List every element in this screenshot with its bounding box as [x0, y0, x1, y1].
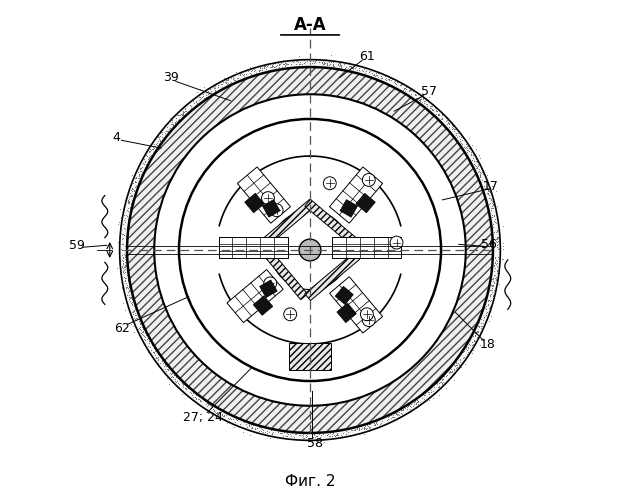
Circle shape: [324, 177, 336, 190]
Text: 18: 18: [480, 338, 496, 351]
Text: 27; 24: 27; 24: [183, 410, 223, 424]
Circle shape: [360, 308, 373, 320]
Circle shape: [127, 67, 493, 433]
Polygon shape: [356, 194, 375, 213]
Text: 39: 39: [162, 72, 179, 85]
Text: Фиг. 2: Фиг. 2: [285, 474, 335, 489]
Text: 57: 57: [420, 86, 436, 98]
Polygon shape: [289, 342, 331, 370]
Polygon shape: [262, 200, 280, 217]
Polygon shape: [260, 280, 277, 297]
Circle shape: [262, 192, 275, 204]
Polygon shape: [305, 200, 360, 248]
Polygon shape: [254, 296, 273, 316]
Wedge shape: [127, 67, 493, 433]
Polygon shape: [245, 194, 264, 213]
Polygon shape: [259, 245, 308, 300]
Text: 59: 59: [69, 238, 84, 252]
Circle shape: [284, 308, 296, 320]
Polygon shape: [330, 167, 383, 223]
Polygon shape: [335, 286, 353, 304]
Circle shape: [299, 239, 321, 261]
Circle shape: [120, 60, 500, 440]
Polygon shape: [237, 167, 290, 223]
Circle shape: [270, 204, 283, 216]
Circle shape: [390, 236, 403, 249]
Text: 58: 58: [307, 438, 323, 450]
Circle shape: [362, 314, 375, 326]
Circle shape: [179, 119, 441, 381]
Polygon shape: [260, 200, 315, 248]
Text: 17: 17: [482, 180, 498, 193]
Polygon shape: [227, 270, 283, 322]
Text: 4: 4: [112, 131, 120, 144]
Polygon shape: [305, 252, 360, 300]
Polygon shape: [340, 200, 358, 217]
Circle shape: [362, 174, 375, 186]
Text: А-А: А-А: [294, 16, 326, 34]
Polygon shape: [330, 277, 383, 333]
Text: 62: 62: [114, 322, 130, 334]
Polygon shape: [332, 237, 402, 258]
Text: 56: 56: [481, 238, 497, 250]
Circle shape: [264, 277, 277, 290]
Polygon shape: [337, 303, 356, 322]
Polygon shape: [218, 237, 288, 258]
Text: 61: 61: [359, 50, 374, 62]
